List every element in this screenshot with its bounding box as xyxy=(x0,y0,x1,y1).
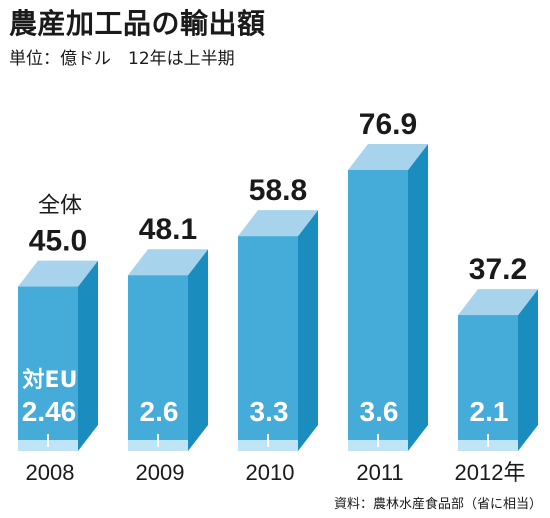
total-value-label: 58.8 xyxy=(249,174,307,207)
year-label: 2010 xyxy=(246,460,295,485)
bar-side xyxy=(518,289,538,451)
bar-side xyxy=(298,210,318,451)
source-note: 資料：農林水産食品部（省に相当） xyxy=(333,497,542,512)
year-label: 2012年 xyxy=(455,460,526,485)
bar xyxy=(128,275,188,451)
year-label: 2008 xyxy=(26,460,75,485)
chart-subtitle: 単位：億ドル 12年は上半期 xyxy=(9,49,235,69)
eu-value-label: 2.6 xyxy=(140,396,179,427)
chart-title: 農産加工品の輸出額 xyxy=(9,7,266,40)
bar-top xyxy=(348,144,428,170)
bar-side xyxy=(78,260,98,451)
bar-side xyxy=(188,249,208,451)
eu-value-label: 3.6 xyxy=(360,396,399,427)
bar-top xyxy=(238,210,318,237)
eu-value-label: 2.1 xyxy=(470,396,509,427)
year-label: 2011 xyxy=(356,460,403,485)
total-value-label: 76.9 xyxy=(359,108,417,141)
bar xyxy=(348,170,408,451)
total-annotation: 全体 xyxy=(38,194,82,219)
total-value-label: 48.1 xyxy=(139,213,197,246)
eu-annotation: 対EU xyxy=(23,368,78,393)
bar xyxy=(458,315,518,451)
bar xyxy=(238,236,298,451)
eu-value-label: 2.46 xyxy=(22,396,77,427)
bar-top xyxy=(458,289,538,316)
eu-value-label: 3.3 xyxy=(250,396,289,427)
total-value-label: 37.2 xyxy=(469,253,527,286)
total-value-label: 45.0 xyxy=(29,225,87,258)
bar-top xyxy=(128,249,208,276)
bar xyxy=(18,286,78,451)
bar-top xyxy=(18,260,98,287)
year-label: 2009 xyxy=(136,460,185,485)
bar-side xyxy=(408,144,428,451)
